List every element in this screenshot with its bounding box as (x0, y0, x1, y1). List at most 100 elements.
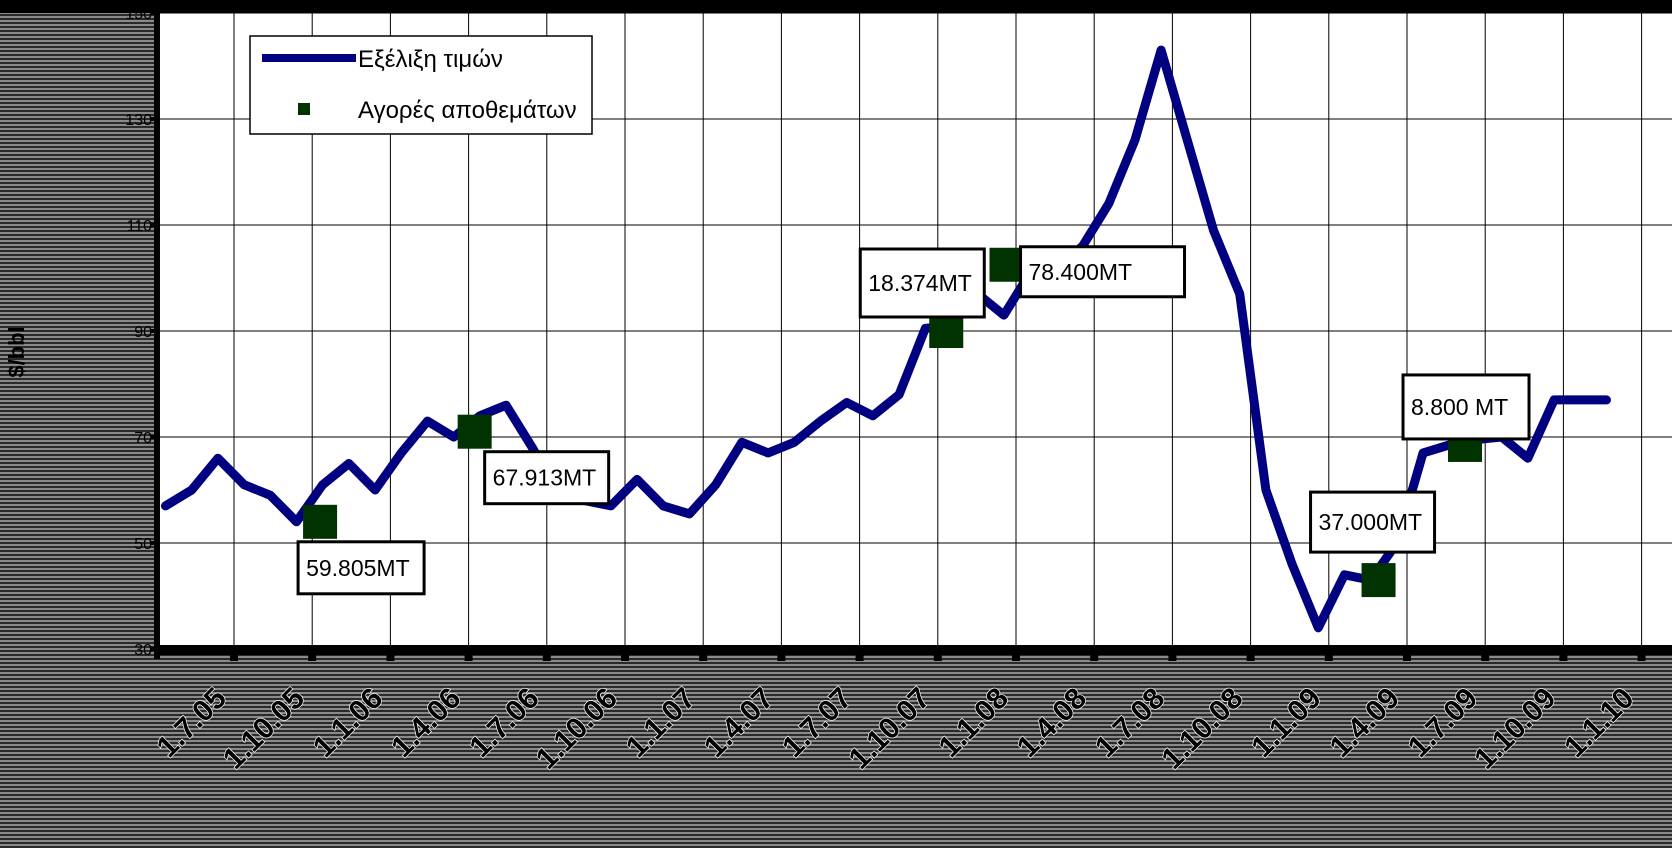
annotation-label: 18.374MT (868, 270, 972, 296)
y-tick-mark (150, 11, 156, 15)
annotation-label: 37.000MT (1319, 509, 1423, 535)
price-point (214, 455, 221, 462)
price-point (1262, 487, 1269, 493)
y-tick-label: 30 (134, 642, 152, 659)
price-point (1603, 396, 1610, 403)
price-point (765, 449, 772, 456)
price-point (188, 487, 195, 493)
annotations: 59.805MT 67.913MT 18.374MT 78.400MT 37.000MT… (296, 245, 1531, 596)
price-point (1158, 47, 1165, 54)
x-tick-mark (699, 653, 708, 661)
price-point (503, 402, 510, 409)
y-tick-label: 70 (134, 430, 152, 447)
price-point (686, 510, 693, 517)
y-tick-label: 50 (134, 536, 152, 553)
x-tick-mark (855, 653, 864, 661)
price-point (241, 481, 248, 488)
price-point (1551, 396, 1558, 403)
price-point (372, 487, 379, 493)
price-point (345, 460, 352, 467)
legend-marker-swatch (298, 103, 310, 115)
x-tick-mark (1090, 653, 1099, 661)
legend-box (249, 35, 593, 135)
x-tick-mark (1168, 653, 1177, 661)
annotation-box (296, 540, 426, 596)
purchase-marker (989, 247, 1024, 282)
price-point (738, 439, 745, 446)
x-tick-mark (1637, 653, 1646, 661)
price-point (1289, 561, 1296, 568)
price-point (450, 434, 457, 440)
annotation-label: 78.400MT (1029, 259, 1133, 285)
y-tick-label: 110 (126, 218, 152, 235)
x-tick-mark (933, 653, 942, 661)
price-point (1315, 624, 1322, 631)
x-tick-mark (1403, 653, 1411, 661)
price-point (869, 412, 876, 419)
price-point (293, 518, 300, 525)
price-point (712, 481, 719, 488)
y-tick-mark (150, 223, 156, 227)
x-axis-line (154, 645, 1672, 655)
x-tick-mark (621, 653, 629, 661)
x-tick-mark (542, 653, 551, 661)
y-axis-line (154, 13, 160, 659)
purchase-marker (457, 414, 492, 449)
price-point (843, 399, 850, 406)
y-tick-mark (150, 329, 156, 333)
price-point (1131, 137, 1138, 144)
legend-label-purchases: Αγορές αποθεμάτων (358, 97, 577, 124)
price-point (1420, 449, 1427, 456)
y-tick-label: 150 (125, 6, 152, 23)
x-tick-mark (777, 653, 786, 661)
purchase-markers (303, 247, 1483, 598)
y-tick-mark (150, 647, 156, 651)
price-point (922, 325, 929, 332)
x-tick-mark (386, 653, 395, 661)
price-point (634, 476, 641, 483)
price-point (162, 502, 169, 509)
price-point (1000, 312, 1007, 319)
legend: Εξέλιξη τιμών Αγορές αποθεμάτων (249, 35, 593, 135)
legend-label-price: Εξέλιξη τιμών (358, 46, 503, 73)
y-tick-mark (150, 117, 156, 121)
annotation-label: 67.913MT (493, 465, 597, 491)
x-tick-mark (1559, 653, 1568, 661)
x-tick-mark (1012, 653, 1020, 661)
x-tick-mark (230, 653, 238, 661)
x-tick-mark (1481, 653, 1490, 661)
y-tick-mark (150, 435, 156, 439)
annotation-label: 59.805MT (306, 555, 410, 581)
price-point (529, 444, 536, 451)
price-point (1341, 571, 1348, 578)
annotation-box (483, 450, 611, 506)
price-point (267, 492, 274, 499)
price-point (1577, 396, 1584, 403)
price-point (1210, 227, 1217, 234)
annotation-box (1309, 490, 1437, 554)
price-point (1524, 455, 1531, 462)
annotation-box (858, 247, 986, 319)
price-point (319, 481, 326, 488)
purchase-marker (303, 504, 338, 539)
price-point (896, 391, 903, 398)
x-tick-mark (308, 653, 317, 661)
price-point (1184, 137, 1191, 144)
price-point (1105, 200, 1112, 207)
price-point (398, 449, 405, 456)
y-tick-label: 130 (125, 112, 152, 129)
x-tick-mark (464, 653, 473, 661)
y-tick-mark (150, 541, 156, 545)
price-point (791, 439, 798, 446)
purchase-marker (1361, 563, 1396, 598)
y-tick-label: 90 (134, 324, 152, 341)
purchase-marker (929, 314, 964, 348)
annotation-box (1019, 245, 1187, 299)
price-point (660, 502, 667, 509)
y-axis-label: $/bbl (4, 326, 29, 377)
price-point (1236, 290, 1243, 297)
x-tick-mark (1324, 653, 1333, 661)
price-point (424, 418, 431, 425)
